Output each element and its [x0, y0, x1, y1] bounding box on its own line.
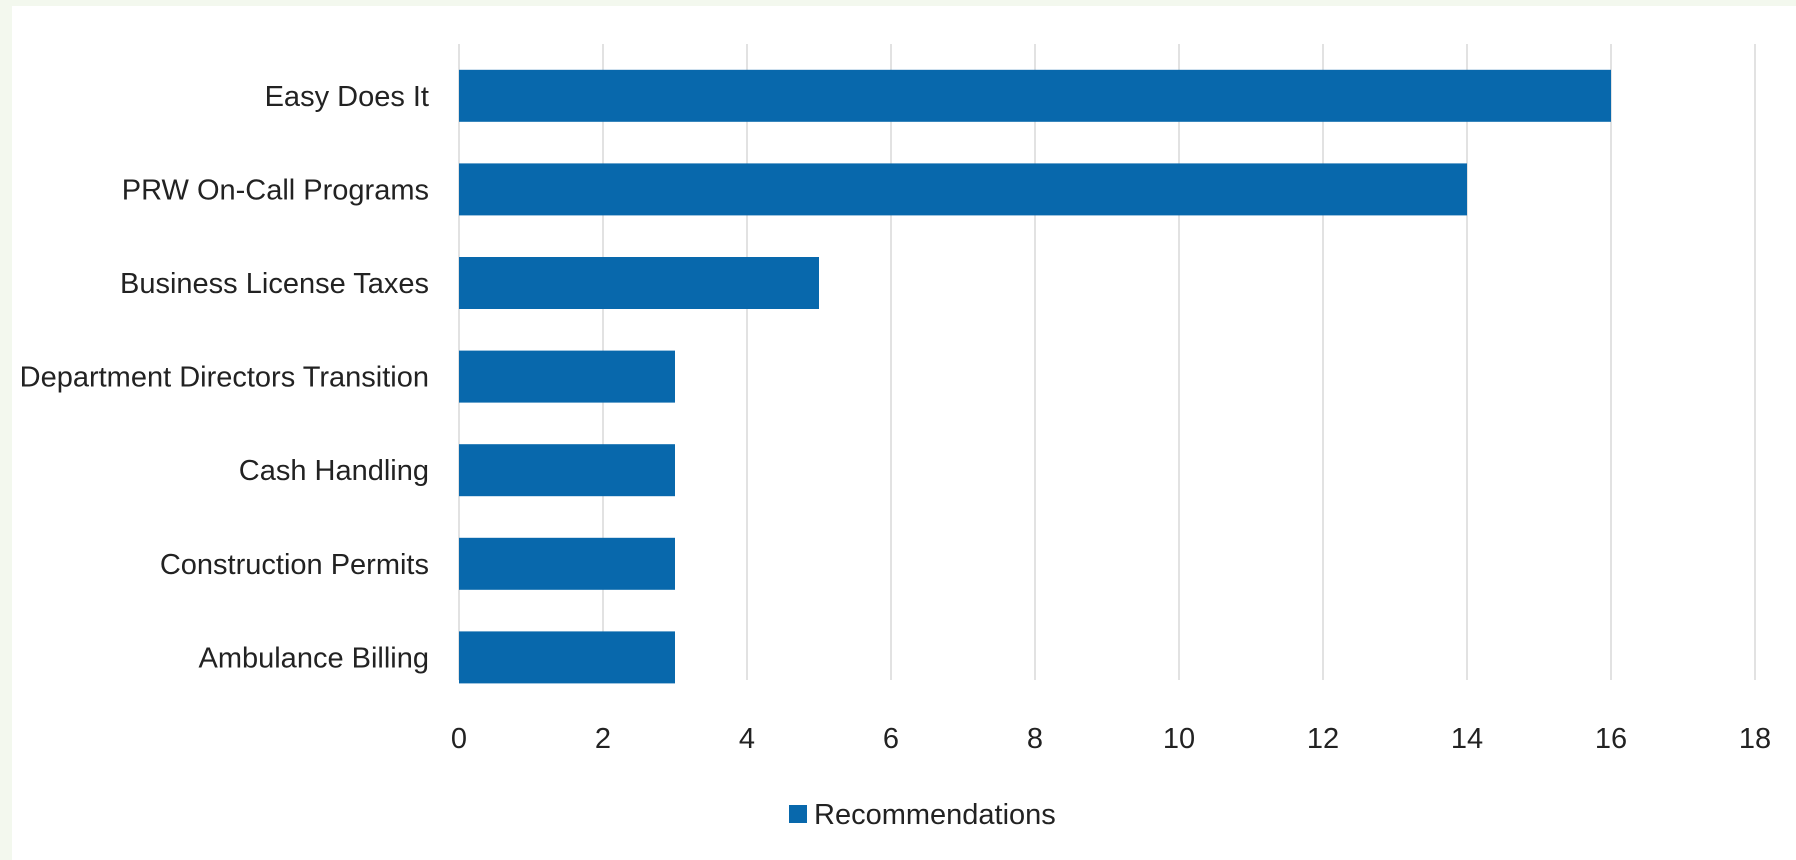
bar-cash-handling: [459, 444, 675, 497]
category-labels: Easy Does It PRW On-Call Programs Business…: [20, 81, 429, 675]
category-label-ambulance-billing: Ambulance Billing: [198, 642, 429, 674]
x-tick-label-10: 10: [1163, 723, 1195, 755]
chart-card: [12, 6, 1796, 860]
x-tick-label-18: 18: [1739, 723, 1771, 755]
x-tick-label-8: 8: [1027, 723, 1043, 755]
x-tick-label-14: 14: [1451, 723, 1483, 755]
x-tick-label-2: 2: [595, 723, 611, 755]
category-label-business-license-taxes: Business License Taxes: [120, 268, 429, 300]
bar-department-directors-transition: [459, 350, 675, 403]
category-label-cash-handling: Cash Handling: [239, 455, 429, 487]
legend-label-recommendations: Recommendations: [814, 799, 1056, 831]
bar-prw-on-call-programs: [459, 163, 1467, 216]
x-tick-label-0: 0: [451, 723, 467, 755]
x-tick-label-16: 16: [1595, 723, 1627, 755]
category-label-construction-permits: Construction Permits: [160, 549, 429, 581]
category-label-prw-on-call-programs: PRW On-Call Programs: [122, 174, 429, 206]
category-label-easy-does-it: Easy Does It: [265, 81, 429, 113]
x-tick-label-6: 6: [883, 723, 899, 755]
bar-business-license-taxes: [459, 257, 819, 309]
x-axis-ticks: 0 2 4 6 8 10 12 14 16 18: [451, 723, 1771, 755]
bars: [459, 69, 1611, 684]
legend: Recommendations: [789, 799, 1056, 831]
category-label-department-directors-transition: Department Directors Transition: [20, 362, 429, 394]
x-tick-label-4: 4: [739, 723, 755, 755]
bar-easy-does-it: [459, 69, 1611, 122]
x-tick-label-12: 12: [1307, 723, 1339, 755]
bar-construction-permits: [459, 537, 675, 590]
bar-ambulance-billing: [459, 631, 675, 684]
legend-swatch: [789, 805, 807, 823]
